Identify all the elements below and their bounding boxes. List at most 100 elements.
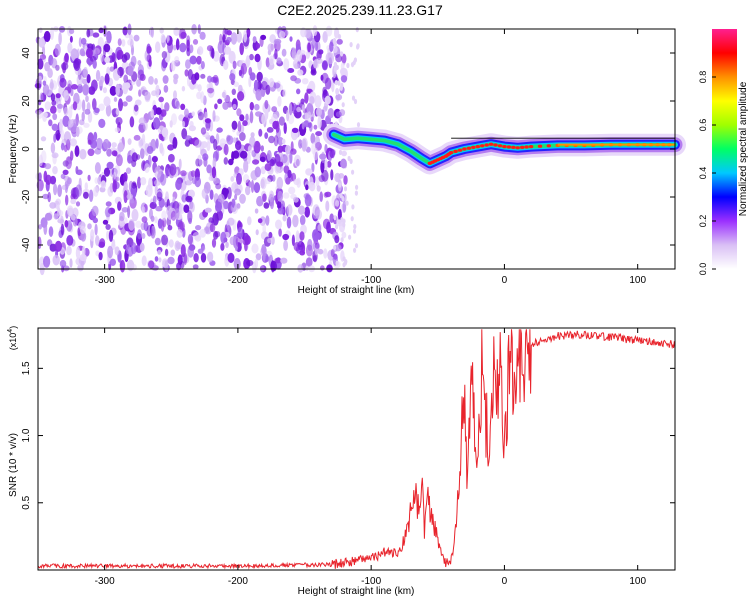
noise-speckle <box>296 88 301 95</box>
colorbar-tick-label: 0.6 <box>698 119 708 132</box>
noise-speckle <box>197 84 202 92</box>
noise-speckle <box>138 138 146 149</box>
noise-speckle <box>193 253 199 263</box>
noise-speckle <box>55 64 60 71</box>
noise-speckle <box>40 136 47 142</box>
noise-speckle <box>254 53 261 63</box>
noise-speckle <box>322 86 327 96</box>
noise-speckle <box>115 117 123 126</box>
noise-speckle <box>119 219 126 227</box>
noise-speckle <box>235 140 242 151</box>
noise-speckle <box>187 69 193 80</box>
noise-speckle <box>264 163 272 172</box>
noise-speckle <box>254 208 259 214</box>
noise-speckle <box>243 30 248 43</box>
noise-speckle <box>323 192 329 198</box>
noise-speckle <box>246 152 251 165</box>
noise-speckle <box>337 219 341 225</box>
noise-speckle <box>268 135 275 144</box>
noise-speckle <box>157 249 162 255</box>
noise-speckle <box>176 229 183 238</box>
noise-speckle <box>269 159 275 167</box>
noise-speckle <box>64 220 69 228</box>
noise-speckle <box>249 101 254 111</box>
noise-speckle <box>350 216 354 222</box>
x-tick-label: -200 <box>228 275 248 286</box>
noise-speckle <box>231 120 238 130</box>
noise-speckle <box>150 215 155 222</box>
noise-speckle <box>336 38 343 45</box>
signal-peak-dot <box>515 146 520 150</box>
noise-speckle <box>348 234 352 240</box>
noise-speckle <box>249 53 254 61</box>
noise-speckle <box>105 104 112 117</box>
noise-speckle <box>161 58 167 72</box>
noise-speckle <box>228 50 236 64</box>
noise-speckle <box>83 66 88 78</box>
noise-speckle <box>290 172 297 182</box>
noise-speckle <box>270 260 275 273</box>
noise-speckle <box>277 137 284 146</box>
noise-speckle <box>49 175 57 185</box>
noise-speckle <box>317 223 323 232</box>
noise-speckle <box>112 180 117 193</box>
noise-speckle <box>284 29 289 37</box>
noise-speckle <box>305 184 309 191</box>
noise-speckle <box>189 120 194 128</box>
noise-speckle <box>102 219 109 225</box>
figure-title: C2E2.2025.239.11.23.G17 <box>277 2 443 18</box>
noise-speckle <box>294 77 302 84</box>
noise-speckle <box>207 251 214 263</box>
noise-speckle <box>277 207 285 215</box>
noise-speckle <box>334 80 338 86</box>
noise-speckle <box>252 159 260 165</box>
noise-speckle <box>245 113 249 122</box>
noise-speckle <box>355 27 359 33</box>
signal-peak-dot <box>502 145 507 149</box>
noise-speckle <box>213 230 219 240</box>
noise-speckle <box>236 31 243 43</box>
signal-peak-dot <box>457 148 463 152</box>
noise-speckle <box>258 128 263 137</box>
noise-speckle <box>329 41 334 53</box>
noise-speckle <box>335 64 339 70</box>
noise-speckle <box>245 55 250 68</box>
noise-speckle <box>140 177 147 186</box>
noise-speckle <box>299 215 306 226</box>
noise-speckle <box>335 94 343 101</box>
noise-speckle <box>148 260 155 269</box>
noise-speckle <box>164 260 169 272</box>
noise-speckle <box>83 122 90 128</box>
noise-speckle <box>129 116 135 128</box>
noise-speckle <box>242 174 250 183</box>
noise-speckle <box>53 213 59 220</box>
noise-speckle <box>61 185 67 190</box>
noise-speckle <box>274 257 282 264</box>
signal-peak-dot <box>466 146 472 150</box>
signal-peak-dot <box>475 145 480 149</box>
snr-plot-area <box>38 328 675 570</box>
noise-speckle <box>158 257 162 263</box>
noise-speckle <box>136 154 141 160</box>
noise-speckle <box>327 108 334 119</box>
noise-speckle <box>343 186 348 192</box>
noise-speckle <box>118 98 123 112</box>
noise-speckle <box>90 229 95 242</box>
snr-scale-note-base: (x104) <box>7 326 18 350</box>
noise-speckle <box>342 200 347 213</box>
noise-speckle <box>191 177 197 185</box>
noise-speckle <box>69 28 75 35</box>
noise-speckle <box>189 201 195 213</box>
x-tick-label: -300 <box>95 576 115 587</box>
noise-speckle <box>310 69 317 76</box>
signal-peak-dot <box>511 145 516 149</box>
noise-speckle <box>102 87 107 94</box>
noise-speckle <box>194 139 202 148</box>
snr-x-axis: -300 -200 -100 0 100 <box>95 328 646 587</box>
noise-speckle <box>80 37 87 45</box>
noise-speckle <box>253 103 260 111</box>
noise-speckle <box>232 103 237 110</box>
noise-speckle <box>107 245 114 259</box>
noise-speckle <box>59 77 67 88</box>
noise-speckle <box>313 147 319 161</box>
